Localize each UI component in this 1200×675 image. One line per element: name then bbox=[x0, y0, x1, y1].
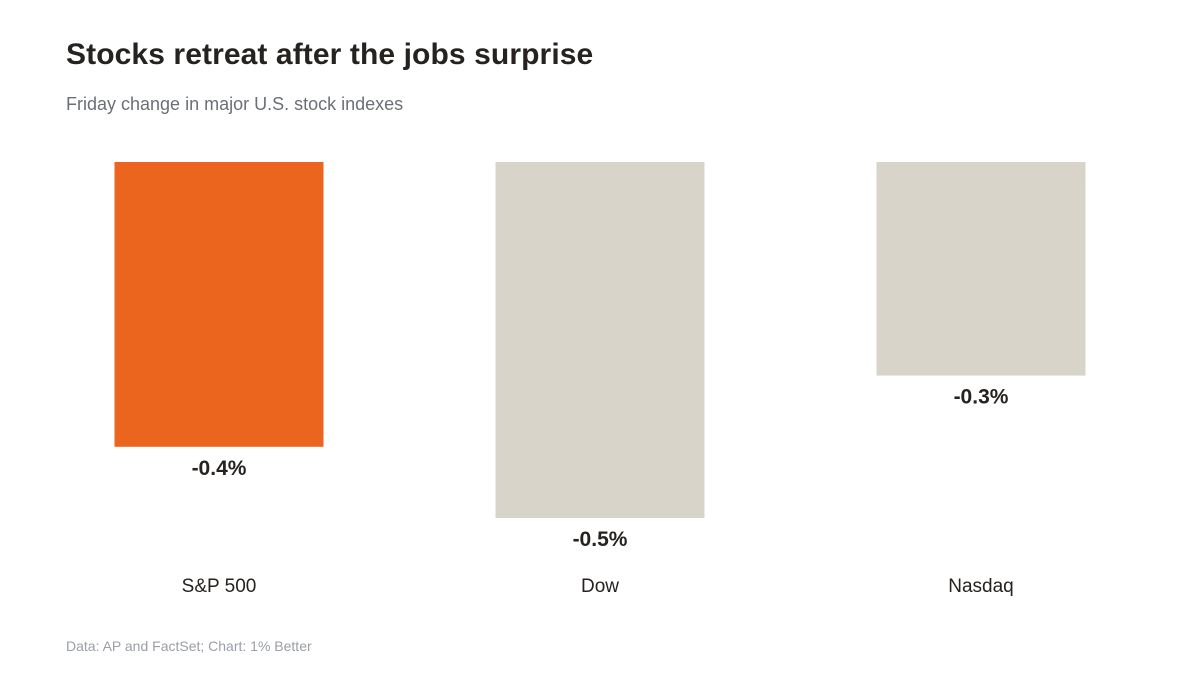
bar-dow bbox=[495, 162, 705, 518]
chart-subtitle: Friday change in major U.S. stock indexe… bbox=[66, 94, 404, 114]
category-label: S&P 500 bbox=[182, 576, 257, 597]
category-label: Dow bbox=[581, 576, 619, 597]
bar-s-p-500 bbox=[114, 162, 324, 447]
value-label: -0.3% bbox=[954, 386, 1009, 409]
value-label: -0.5% bbox=[573, 528, 628, 551]
bar-nasdaq bbox=[876, 162, 1086, 376]
source-note: Data: AP and FactSet; Chart: 1% Better bbox=[66, 638, 312, 654]
category-label: Nasdaq bbox=[948, 576, 1014, 597]
value-label: -0.4% bbox=[192, 457, 247, 480]
chart-title: Stocks retreat after the jobs surprise bbox=[66, 38, 594, 71]
